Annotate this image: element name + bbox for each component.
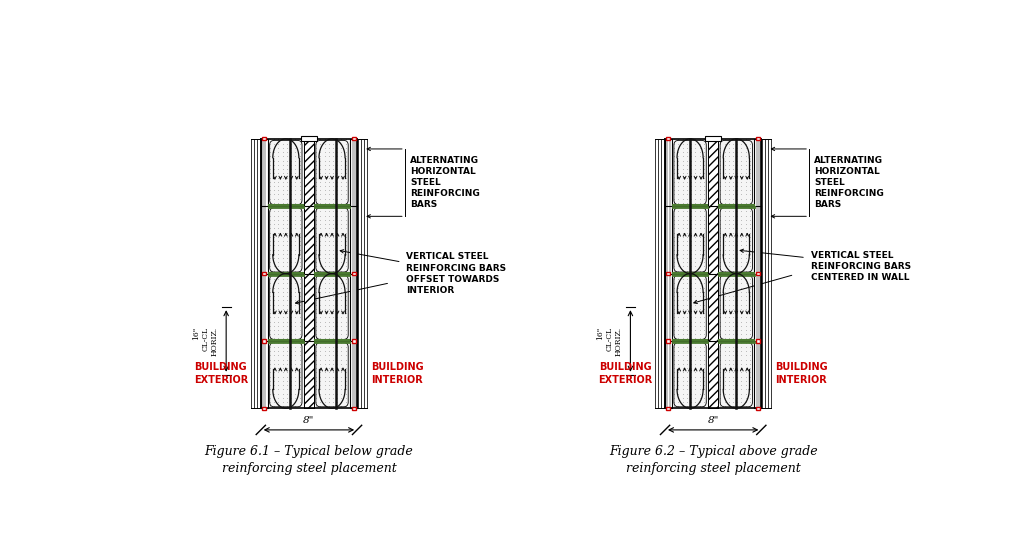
Bar bbox=[314, 139, 351, 408]
Bar bbox=[672, 139, 708, 408]
Bar bbox=[262, 137, 266, 141]
Bar bbox=[262, 407, 266, 410]
Bar bbox=[665, 139, 761, 408]
Bar bbox=[301, 136, 317, 141]
Bar bbox=[352, 407, 356, 410]
Bar bbox=[261, 139, 357, 408]
Bar bbox=[268, 139, 304, 408]
Text: Figure 6.2 – Typical above grade
reinforcing steel placement: Figure 6.2 – Typical above grade reinfor… bbox=[609, 445, 818, 475]
Text: Figure 6.1 – Typical below grade
reinforcing steel placement: Figure 6.1 – Typical below grade reinfor… bbox=[205, 445, 414, 475]
Text: BUILDING
EXTERIOR: BUILDING EXTERIOR bbox=[193, 362, 248, 385]
Bar bbox=[756, 407, 760, 410]
Bar bbox=[666, 407, 670, 410]
Text: BUILDING
EXTERIOR: BUILDING EXTERIOR bbox=[598, 362, 652, 385]
Bar bbox=[352, 137, 356, 141]
Text: ALTERNATING
HORIZONTAL
STEEL
REINFORCING
BARS: ALTERNATING HORIZONTAL STEEL REINFORCING… bbox=[815, 156, 884, 209]
Bar bbox=[756, 137, 760, 141]
Bar bbox=[262, 339, 266, 342]
Text: 16"
CL-CL
HORIZ.: 16" CL-CL HORIZ. bbox=[597, 326, 622, 355]
Bar bbox=[708, 139, 719, 408]
Bar bbox=[666, 339, 670, 342]
Text: VERTICAL STEEL
REINFORCING BARS
CENTERED IN WALL: VERTICAL STEEL REINFORCING BARS CENTERED… bbox=[811, 251, 911, 282]
Bar bbox=[261, 139, 268, 408]
Bar bbox=[666, 137, 670, 141]
Text: BUILDING
INTERIOR: BUILDING INTERIOR bbox=[371, 362, 423, 385]
Bar bbox=[665, 139, 672, 408]
Bar bbox=[719, 139, 755, 408]
Text: ALTERNATING
HORIZONTAL
STEEL
REINFORCING
BARS: ALTERNATING HORIZONTAL STEEL REINFORCING… bbox=[410, 156, 480, 209]
Text: 16"
CL-CL
HORIZ.: 16" CL-CL HORIZ. bbox=[192, 326, 218, 355]
Text: 8": 8" bbox=[707, 415, 719, 425]
Bar bbox=[755, 139, 761, 408]
Bar bbox=[756, 339, 760, 342]
Bar bbox=[352, 339, 356, 342]
Text: VERTICAL STEEL
REINFORCING BARS
OFFSET TOWARDS
INTERIOR: VERTICAL STEEL REINFORCING BARS OFFSET T… bbox=[406, 253, 507, 295]
Bar bbox=[352, 272, 356, 275]
Bar bbox=[756, 272, 760, 275]
Bar bbox=[262, 272, 266, 275]
Bar bbox=[304, 139, 314, 408]
Text: 8": 8" bbox=[303, 415, 314, 425]
Text: BUILDING
INTERIOR: BUILDING INTERIOR bbox=[776, 362, 827, 385]
Bar bbox=[351, 139, 357, 408]
Bar bbox=[666, 272, 670, 275]
Bar bbox=[705, 136, 721, 141]
